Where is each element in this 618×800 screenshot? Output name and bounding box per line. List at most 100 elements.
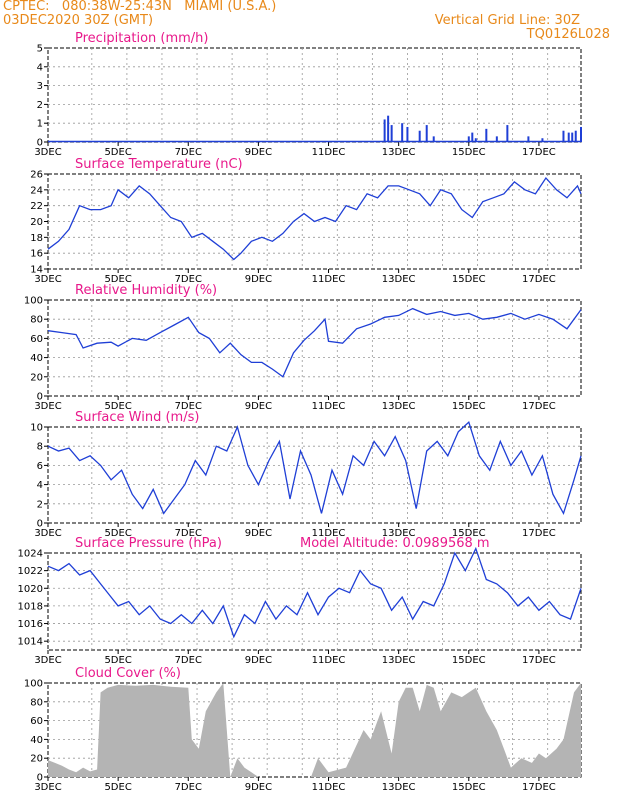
panel5-ytick-label: 1016: [18, 619, 43, 630]
panel5-ytick-label: 1020: [18, 584, 43, 595]
panel3-xtick-label: 15DEC: [452, 401, 486, 412]
panel1-bar: [506, 125, 509, 142]
panel3-xtick-label: 3DEC: [34, 401, 61, 412]
panel6-title: Cloud Cover (%): [75, 666, 181, 681]
panel5-ytick-label: 1024: [18, 549, 43, 560]
panel1-bar: [406, 126, 409, 142]
panel3-ytick-label: 20: [30, 372, 43, 383]
panel1-bar: [425, 125, 428, 142]
panel2-xtick-label: 11DEC: [312, 274, 346, 285]
panel3-xtick-label: 17DEC: [522, 401, 556, 412]
panel1-bar: [467, 136, 470, 142]
panel4-xtick-label: 3DEC: [34, 528, 61, 539]
panel6-ytick-label: 100: [24, 679, 43, 690]
panel1-bar: [474, 138, 477, 142]
panel5-xtick-label: 7DEC: [175, 655, 202, 666]
panel4-xtick-label: 15DEC: [452, 528, 486, 539]
panel2-series-line: [47, 176, 582, 261]
panel1-xtick-label: 5DEC: [104, 147, 131, 158]
panel2-ytick-label: 14: [30, 265, 43, 276]
panel2-xtick-label: 17DEC: [522, 274, 556, 285]
panel3-xtick-label: 11DEC: [312, 401, 346, 412]
panel4-ytick-label: 2: [37, 499, 43, 510]
panel5-ytick-label: 1014: [18, 637, 43, 648]
panel6-xtick-label: 5DEC: [104, 782, 131, 793]
panel1-xtick-label: 11DEC: [312, 147, 346, 158]
panel4-ytick-label: 10: [30, 423, 43, 434]
panel4-xtick-label: 17DEC: [522, 528, 556, 539]
panel1-bar: [432, 136, 435, 142]
panel4-ytick-label: 0: [37, 519, 43, 530]
panel3-title: Relative Humidity (%): [75, 283, 217, 298]
panel5-xtick-label: 9DEC: [245, 655, 272, 666]
panel6-xtick-label: 11DEC: [312, 782, 346, 793]
panel3-xtick-label: 5DEC: [104, 401, 131, 412]
panel1-ytick-label: 3: [37, 81, 43, 92]
panel3-frame: [47, 299, 582, 397]
panel3-xtick-label: 13DEC: [382, 401, 416, 412]
panel5-xtick-label: 17DEC: [522, 655, 556, 666]
panel3-ytick-label: 60: [30, 334, 43, 345]
panel1-bar: [527, 136, 530, 142]
panel2-xtick-label: 13DEC: [382, 274, 416, 285]
panel1-title: Precipitation (mm/h): [75, 31, 208, 46]
panel2-title: Surface Temperature (nC): [75, 157, 243, 172]
panel1-bar: [390, 125, 393, 142]
panel6-xtick-label: 3DEC: [34, 782, 61, 793]
panel1-frame: [47, 47, 582, 143]
panel1-bar: [387, 115, 390, 142]
panel1-bar: [418, 130, 421, 142]
station-label: CPTEC: 080:38W-25:43N MIAMI (U.S.A.): [3, 0, 277, 14]
panel1-bar: [580, 126, 582, 142]
panel4-xtick-label: 9DEC: [245, 528, 272, 539]
panel5-series-line: [47, 546, 582, 639]
panel4-frame: [47, 426, 582, 524]
panel6-xtick-label: 9DEC: [245, 782, 272, 793]
panel1-bar: [562, 130, 565, 142]
panel1-xtick-label: 15DEC: [452, 147, 486, 158]
panel2-ytick-label: 24: [30, 185, 43, 196]
panel2-ytick-label: 26: [30, 170, 43, 181]
panel4-xtick-label: 13DEC: [382, 528, 416, 539]
panel4-ytick-label: 6: [37, 461, 43, 472]
panel2-ytick-label: 18: [30, 233, 43, 244]
panel6-xtick-label: 17DEC: [522, 782, 556, 793]
panel3-ytick-label: 0: [37, 392, 43, 403]
panel2-ytick-label: 16: [30, 249, 43, 260]
panel1-xtick-label: 13DEC: [382, 147, 416, 158]
panel1-xtick-label: 7DEC: [175, 147, 202, 158]
panel6-xtick-label: 13DEC: [382, 782, 416, 793]
panel2-xtick-label: 15DEC: [452, 274, 486, 285]
panel5-xtick-label: 3DEC: [34, 655, 61, 666]
panel1-ytick-label: 2: [37, 100, 43, 111]
panel5-title: Surface Pressure (hPa): [75, 536, 222, 551]
panel3-ytick-label: 80: [30, 315, 43, 326]
panel5-xtick-label: 11DEC: [312, 655, 346, 666]
grid-line-label: Vertical Grid Line: 30Z: [434, 13, 580, 28]
panel6-ytick-label: 60: [30, 716, 43, 727]
panel2-xtick-label: 3DEC: [34, 274, 61, 285]
panel6-ytick-label: 0: [37, 773, 43, 784]
panel2-xtick-label: 5DEC: [104, 274, 131, 285]
panel4-xtick-label: 5DEC: [104, 528, 131, 539]
panel4-title: Surface Wind (m/s): [75, 410, 199, 425]
panel5-ytick-label: 1022: [18, 566, 43, 577]
panel4-series-line: [47, 421, 582, 516]
panel6-ytick-label: 40: [30, 735, 43, 746]
panel1-bar: [541, 138, 544, 142]
panel4-ytick-label: 8: [37, 442, 43, 453]
panel3-series-line: [47, 307, 582, 378]
panel3-ytick-label: 100: [24, 296, 43, 307]
panel3-ytick-label: 40: [30, 353, 43, 364]
panel1-bar: [383, 119, 386, 142]
panel1-ytick-label: 4: [37, 62, 43, 73]
panel2-ytick-label: 22: [30, 201, 43, 212]
panel6-ytick-label: 80: [30, 697, 43, 708]
panel2-xtick-label: 7DEC: [175, 274, 202, 285]
panel6-ytick-label: 20: [30, 754, 43, 765]
panel1-bar: [401, 123, 404, 142]
panel2-ytick-label: 20: [30, 217, 43, 228]
model-code-label: TQ0126L028: [526, 27, 610, 42]
panel3-xtick-label: 9DEC: [245, 401, 272, 412]
